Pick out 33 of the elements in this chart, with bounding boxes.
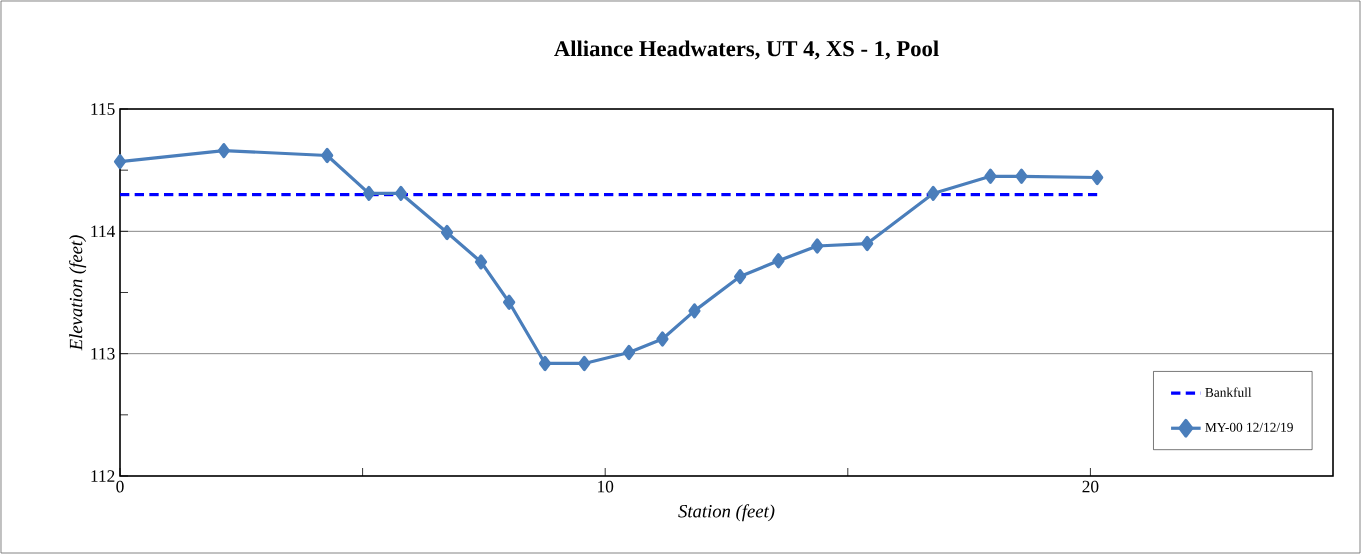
point — [394, 185, 408, 202]
legend-label: Bankfull — [1205, 387, 1252, 397]
point — [440, 224, 454, 241]
x-tick-label: 0 — [116, 480, 124, 493]
y-tick-label: 115 — [91, 103, 115, 115]
point — [1015, 168, 1028, 184]
point — [984, 168, 997, 184]
x-tick-label: 10 — [598, 480, 614, 493]
point — [861, 235, 874, 252]
point — [656, 331, 669, 347]
point — [1091, 169, 1104, 186]
point — [474, 254, 488, 270]
point — [503, 294, 516, 310]
point — [538, 355, 552, 372]
point — [362, 185, 376, 202]
point — [622, 344, 636, 361]
point — [772, 253, 785, 269]
point — [113, 154, 127, 170]
x-tick-label: 20 — [1082, 480, 1099, 493]
x-axis-title: Station (feet) — [678, 504, 775, 522]
point — [811, 238, 824, 254]
point — [688, 303, 701, 319]
point — [578, 355, 591, 372]
y-tick-label: 113 — [91, 347, 115, 360]
y-tick-label: 114 — [91, 225, 116, 238]
point — [927, 185, 940, 202]
y-axis-title: Elevation (feet) — [68, 235, 87, 351]
point — [733, 269, 747, 285]
legend-label: MY-00 12/12/19 — [1205, 422, 1293, 432]
chart-title: Alliance Headwaters, UT 4, XS - 1, Pool — [554, 40, 939, 60]
y-tick-label: 112 — [91, 470, 115, 482]
point — [217, 142, 230, 159]
point — [321, 147, 334, 164]
